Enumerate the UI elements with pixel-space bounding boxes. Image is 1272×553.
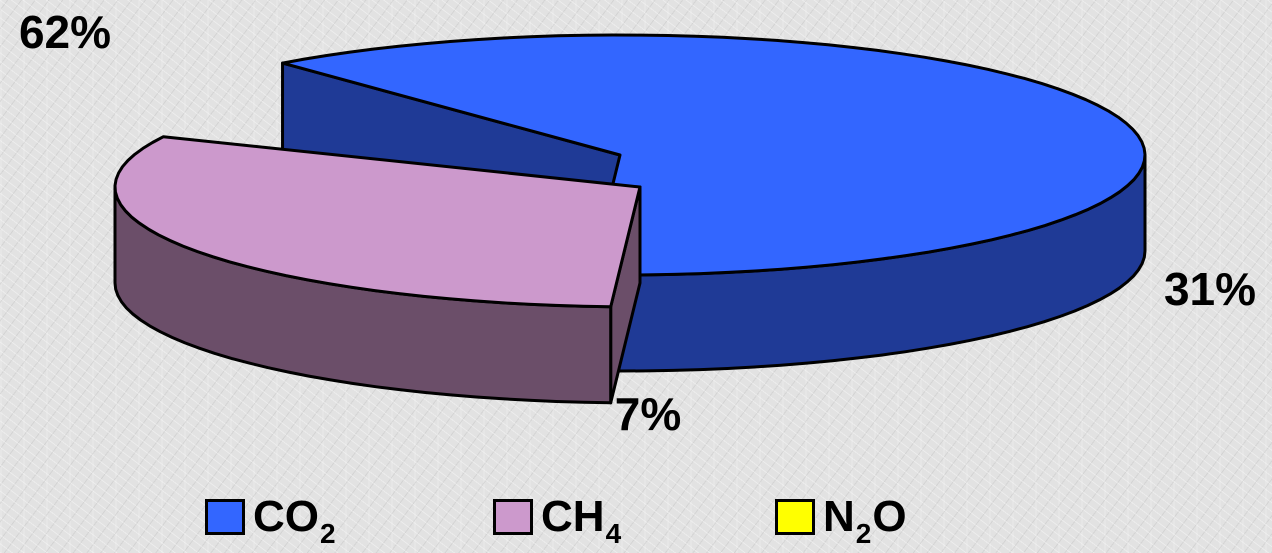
legend-item-n2o: N2O [775, 492, 907, 549]
pie-slice-ch4-top [113, 135, 642, 309]
pie-slice-ch4 [113, 135, 642, 405]
legend-item-co2: CO2 [205, 492, 337, 549]
legend-label-ch4: CH4 [541, 492, 622, 549]
legend-item-ch4: CH4 [493, 492, 622, 549]
legend-swatch-co2 [205, 499, 245, 535]
legend: CO2 CH4 N2O [0, 495, 1272, 553]
data-label-co2: 62% [19, 6, 111, 58]
data-label-n2o: 7% [615, 388, 681, 440]
legend-swatch-n2o [775, 499, 815, 535]
pie-slice-co2 [281, 33, 1147, 373]
legend-swatch-ch4 [493, 499, 533, 535]
data-label-ch4: 31% [1164, 263, 1256, 315]
legend-label-co2: CO2 [253, 492, 336, 549]
pie-chart: 62% 31% 7% [19, 6, 1256, 440]
pie-slice-co2-top [281, 33, 1147, 277]
legend-label-n2o: N2O [823, 492, 907, 549]
